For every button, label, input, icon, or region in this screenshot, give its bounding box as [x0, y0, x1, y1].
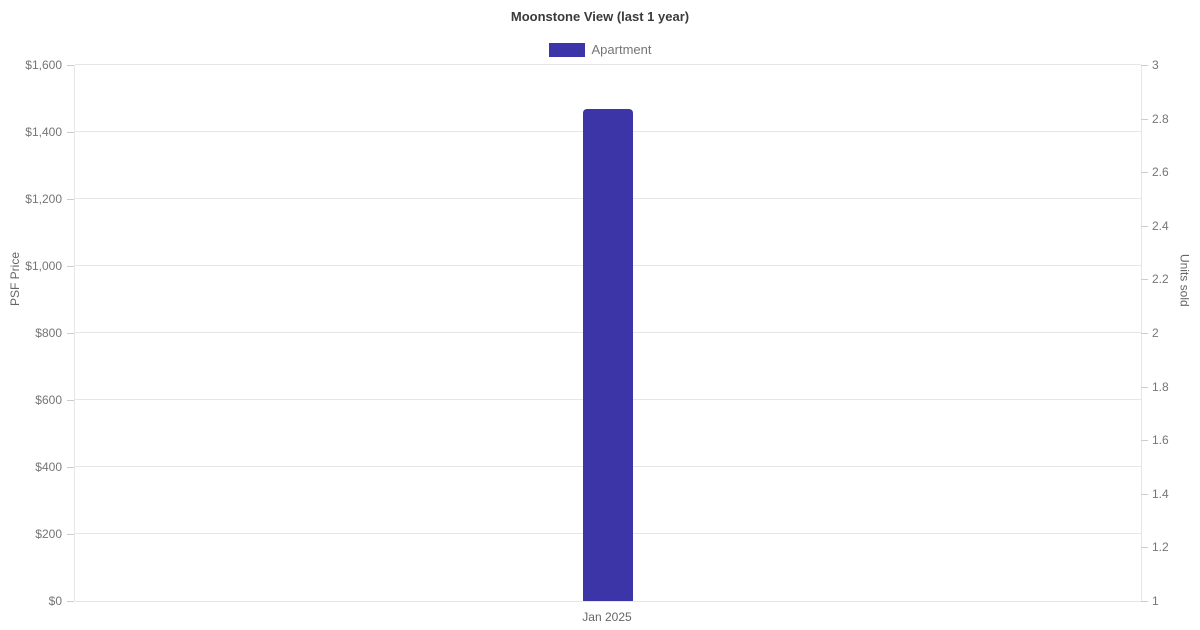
right-axis-tick — [1141, 440, 1148, 442]
left-axis-tick — [67, 534, 74, 535]
left-axis-tick — [67, 65, 74, 66]
left-axis-tick-label: $600 — [35, 393, 62, 407]
right-axis-tick-label: 2 — [1152, 326, 1159, 340]
right-axis-tick-label: 1.6 — [1152, 433, 1169, 448]
right-axis-tick-label: 1.4 — [1152, 486, 1169, 501]
legend-swatch-icon — [548, 42, 585, 57]
left-axis-tick-label: $800 — [35, 326, 62, 340]
right-axis-tick — [1141, 225, 1148, 227]
gridline — [75, 601, 1141, 602]
left-axis-tick — [67, 266, 74, 267]
right-axis-tick — [1141, 386, 1148, 388]
left-axis-tick — [67, 199, 74, 200]
left-axis-tick-label: $400 — [35, 460, 62, 474]
left-axis-tick-label: $0 — [48, 594, 62, 608]
left-axis-tick-label: $1,200 — [25, 192, 62, 206]
left-axis-tick — [67, 132, 74, 133]
left-axis-tick-label: $200 — [35, 527, 62, 541]
right-axis-tick — [1141, 333, 1148, 334]
gridline — [75, 64, 1141, 65]
right-axis-tick — [1141, 493, 1148, 495]
right-axis-tick-label: 3 — [1152, 58, 1159, 72]
chart-title: Moonstone View (last 1 year) — [510, 9, 690, 24]
right-axis-tick-label: 2.4 — [1152, 218, 1169, 233]
right-axis-tick-label: 1.2 — [1152, 540, 1169, 555]
right-axis-tick-label: 2.8 — [1152, 111, 1169, 126]
right-axis-tick — [1141, 601, 1148, 602]
legend: Apartment — [0, 42, 1200, 57]
left-axis-tick-label: $1,000 — [25, 259, 62, 273]
plot-area — [74, 64, 1142, 602]
legend-item-apartment[interactable]: Apartment — [548, 42, 652, 57]
right-axis-tick — [1141, 65, 1148, 66]
left-axis-tick — [67, 333, 74, 334]
right-axis-title: Units sold — [1178, 253, 1192, 307]
bar-apartment-jan-2025[interactable] — [583, 108, 633, 601]
right-axis-tick-label: 2.2 — [1152, 272, 1169, 287]
left-axis-tick — [67, 400, 74, 401]
left-axis-tick-label: $1,600 — [25, 58, 62, 72]
left-axis-title: PSF Price — [8, 251, 22, 306]
right-axis-tick — [1141, 118, 1148, 120]
x-axis-category-label: Jan 2025 — [582, 610, 632, 624]
right-axis-tick — [1141, 547, 1148, 549]
right-axis-tick — [1141, 279, 1148, 281]
left-axis-tick — [67, 467, 74, 468]
legend-label: Apartment — [591, 42, 652, 57]
left-axis-tick-label: $1,400 — [25, 125, 62, 139]
left-axis-tick — [67, 601, 74, 602]
right-axis-tick-label: 1 — [1152, 594, 1159, 608]
right-axis-tick — [1141, 172, 1148, 174]
right-axis-tick-label: 2.6 — [1152, 165, 1169, 180]
right-axis-tick-label: 1.8 — [1152, 379, 1169, 394]
